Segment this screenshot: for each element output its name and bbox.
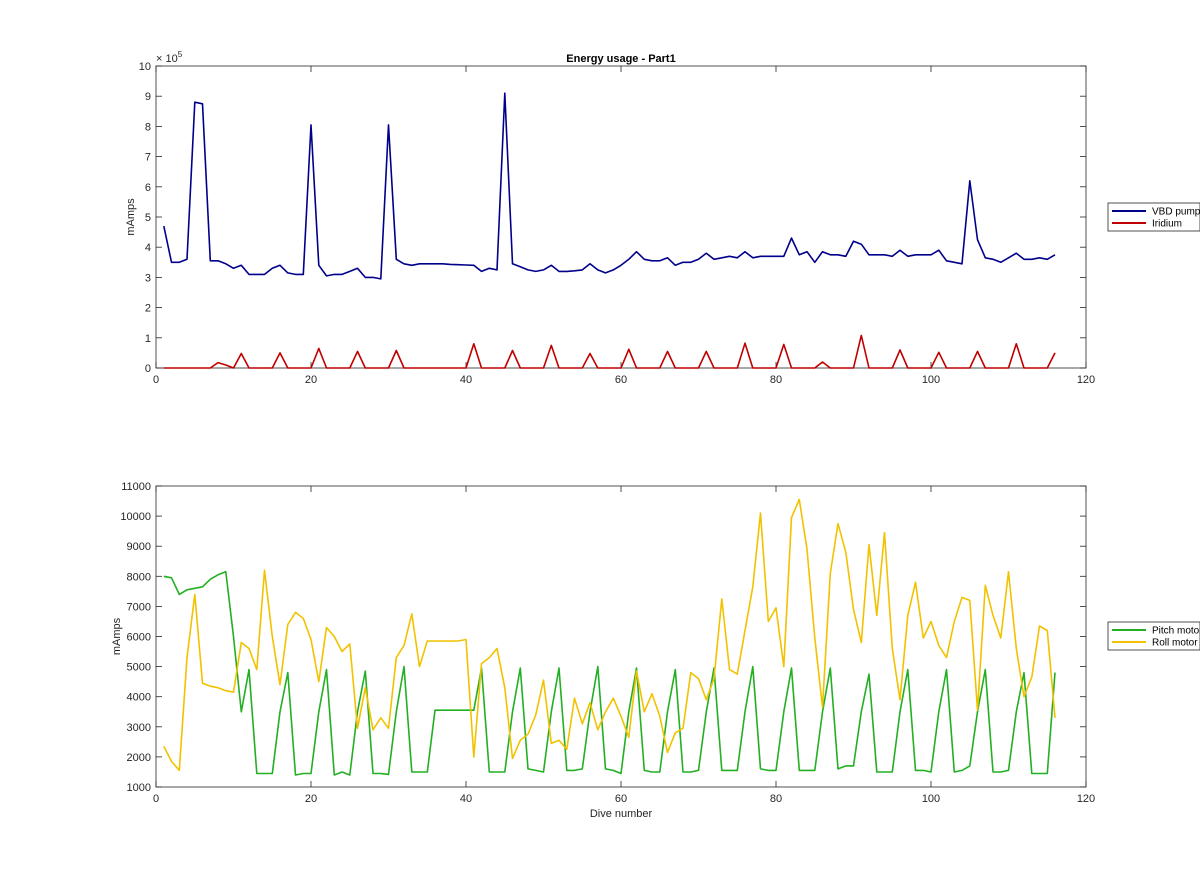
series-line-vbd-pump — [163, 92, 1056, 280]
x-tick-label: 100 — [922, 793, 940, 805]
y-tick-label: 7 — [145, 152, 151, 164]
legend-label: Pitch motor — [1152, 626, 1200, 637]
y-tick-label: 3000 — [127, 722, 151, 734]
y-tick-label: 1 — [145, 333, 151, 345]
series-line-pitch-motor — [163, 570, 1056, 776]
legend-label: VBD pump — [1152, 207, 1200, 218]
x-tick-label: 20 — [305, 793, 317, 805]
y-tick-label: 5000 — [127, 662, 151, 674]
y-tick-label: 9000 — [127, 541, 151, 553]
y-exponent-power: 5 — [178, 50, 183, 59]
y-tick-label: 6 — [145, 182, 151, 194]
legend-box — [1107, 202, 1200, 232]
legend-label: Iridium — [1152, 219, 1182, 230]
chart-title: Energy usage - Part1 — [566, 53, 675, 65]
legend-label: Roll motor — [1152, 638, 1198, 649]
series-line-iridium — [163, 334, 1056, 369]
y-tick-label: 10 — [139, 61, 151, 73]
y-tick-label: 2000 — [127, 752, 151, 764]
x-tick-label: 100 — [922, 374, 940, 386]
y-exponent-label: × 105 — [156, 50, 183, 65]
x-tick-label: 40 — [460, 374, 472, 386]
y-tick-label: 8000 — [127, 571, 151, 583]
x-tick-label: 0 — [153, 374, 159, 386]
y-tick-label: 11000 — [121, 481, 151, 493]
x-axis-label: Dive number — [590, 808, 653, 820]
y-tick-label: 1000 — [127, 782, 151, 794]
y-tick-label: 9 — [145, 91, 151, 103]
y-tick-label: 0 — [145, 363, 151, 375]
y-tick-label: 10000 — [120, 511, 151, 523]
y-tick-label: 4 — [145, 242, 151, 254]
plot-area-1 — [155, 485, 1087, 788]
x-tick-label: 80 — [770, 374, 782, 386]
y-tick-label: 6000 — [127, 632, 151, 644]
y-tick-label: 4000 — [127, 692, 151, 704]
x-tick-label: 80 — [770, 793, 782, 805]
x-tick-label: 120 — [1077, 793, 1095, 805]
chart-motor-usage: 0 20 40 60 80 100 120 1000 2000 3000 4000 5000 6000 7… — [111, 481, 1200, 820]
y-tick-label: 2 — [145, 303, 151, 315]
legend-box — [1107, 621, 1200, 651]
x-tick-label: 60 — [615, 793, 627, 805]
series-line-roll-motor — [163, 498, 1056, 772]
plot-area-0 — [155, 65, 1087, 369]
x-tick-label: 120 — [1077, 374, 1095, 386]
y-tick-label: 5 — [145, 212, 151, 224]
y-axis-label: mAmps — [111, 617, 123, 655]
y-tick-label: 3 — [145, 272, 151, 284]
x-tick-label: 40 — [460, 793, 472, 805]
y-tick-label: 7000 — [127, 601, 151, 613]
x-tick-label: 20 — [305, 374, 317, 386]
y-tick-label: 8 — [145, 121, 151, 133]
x-tick-label: 0 — [153, 793, 159, 805]
x-tick-label: 60 — [615, 374, 627, 386]
y-exponent-base: × 10 — [156, 53, 178, 65]
y-axis-label: mAmps — [125, 198, 137, 236]
